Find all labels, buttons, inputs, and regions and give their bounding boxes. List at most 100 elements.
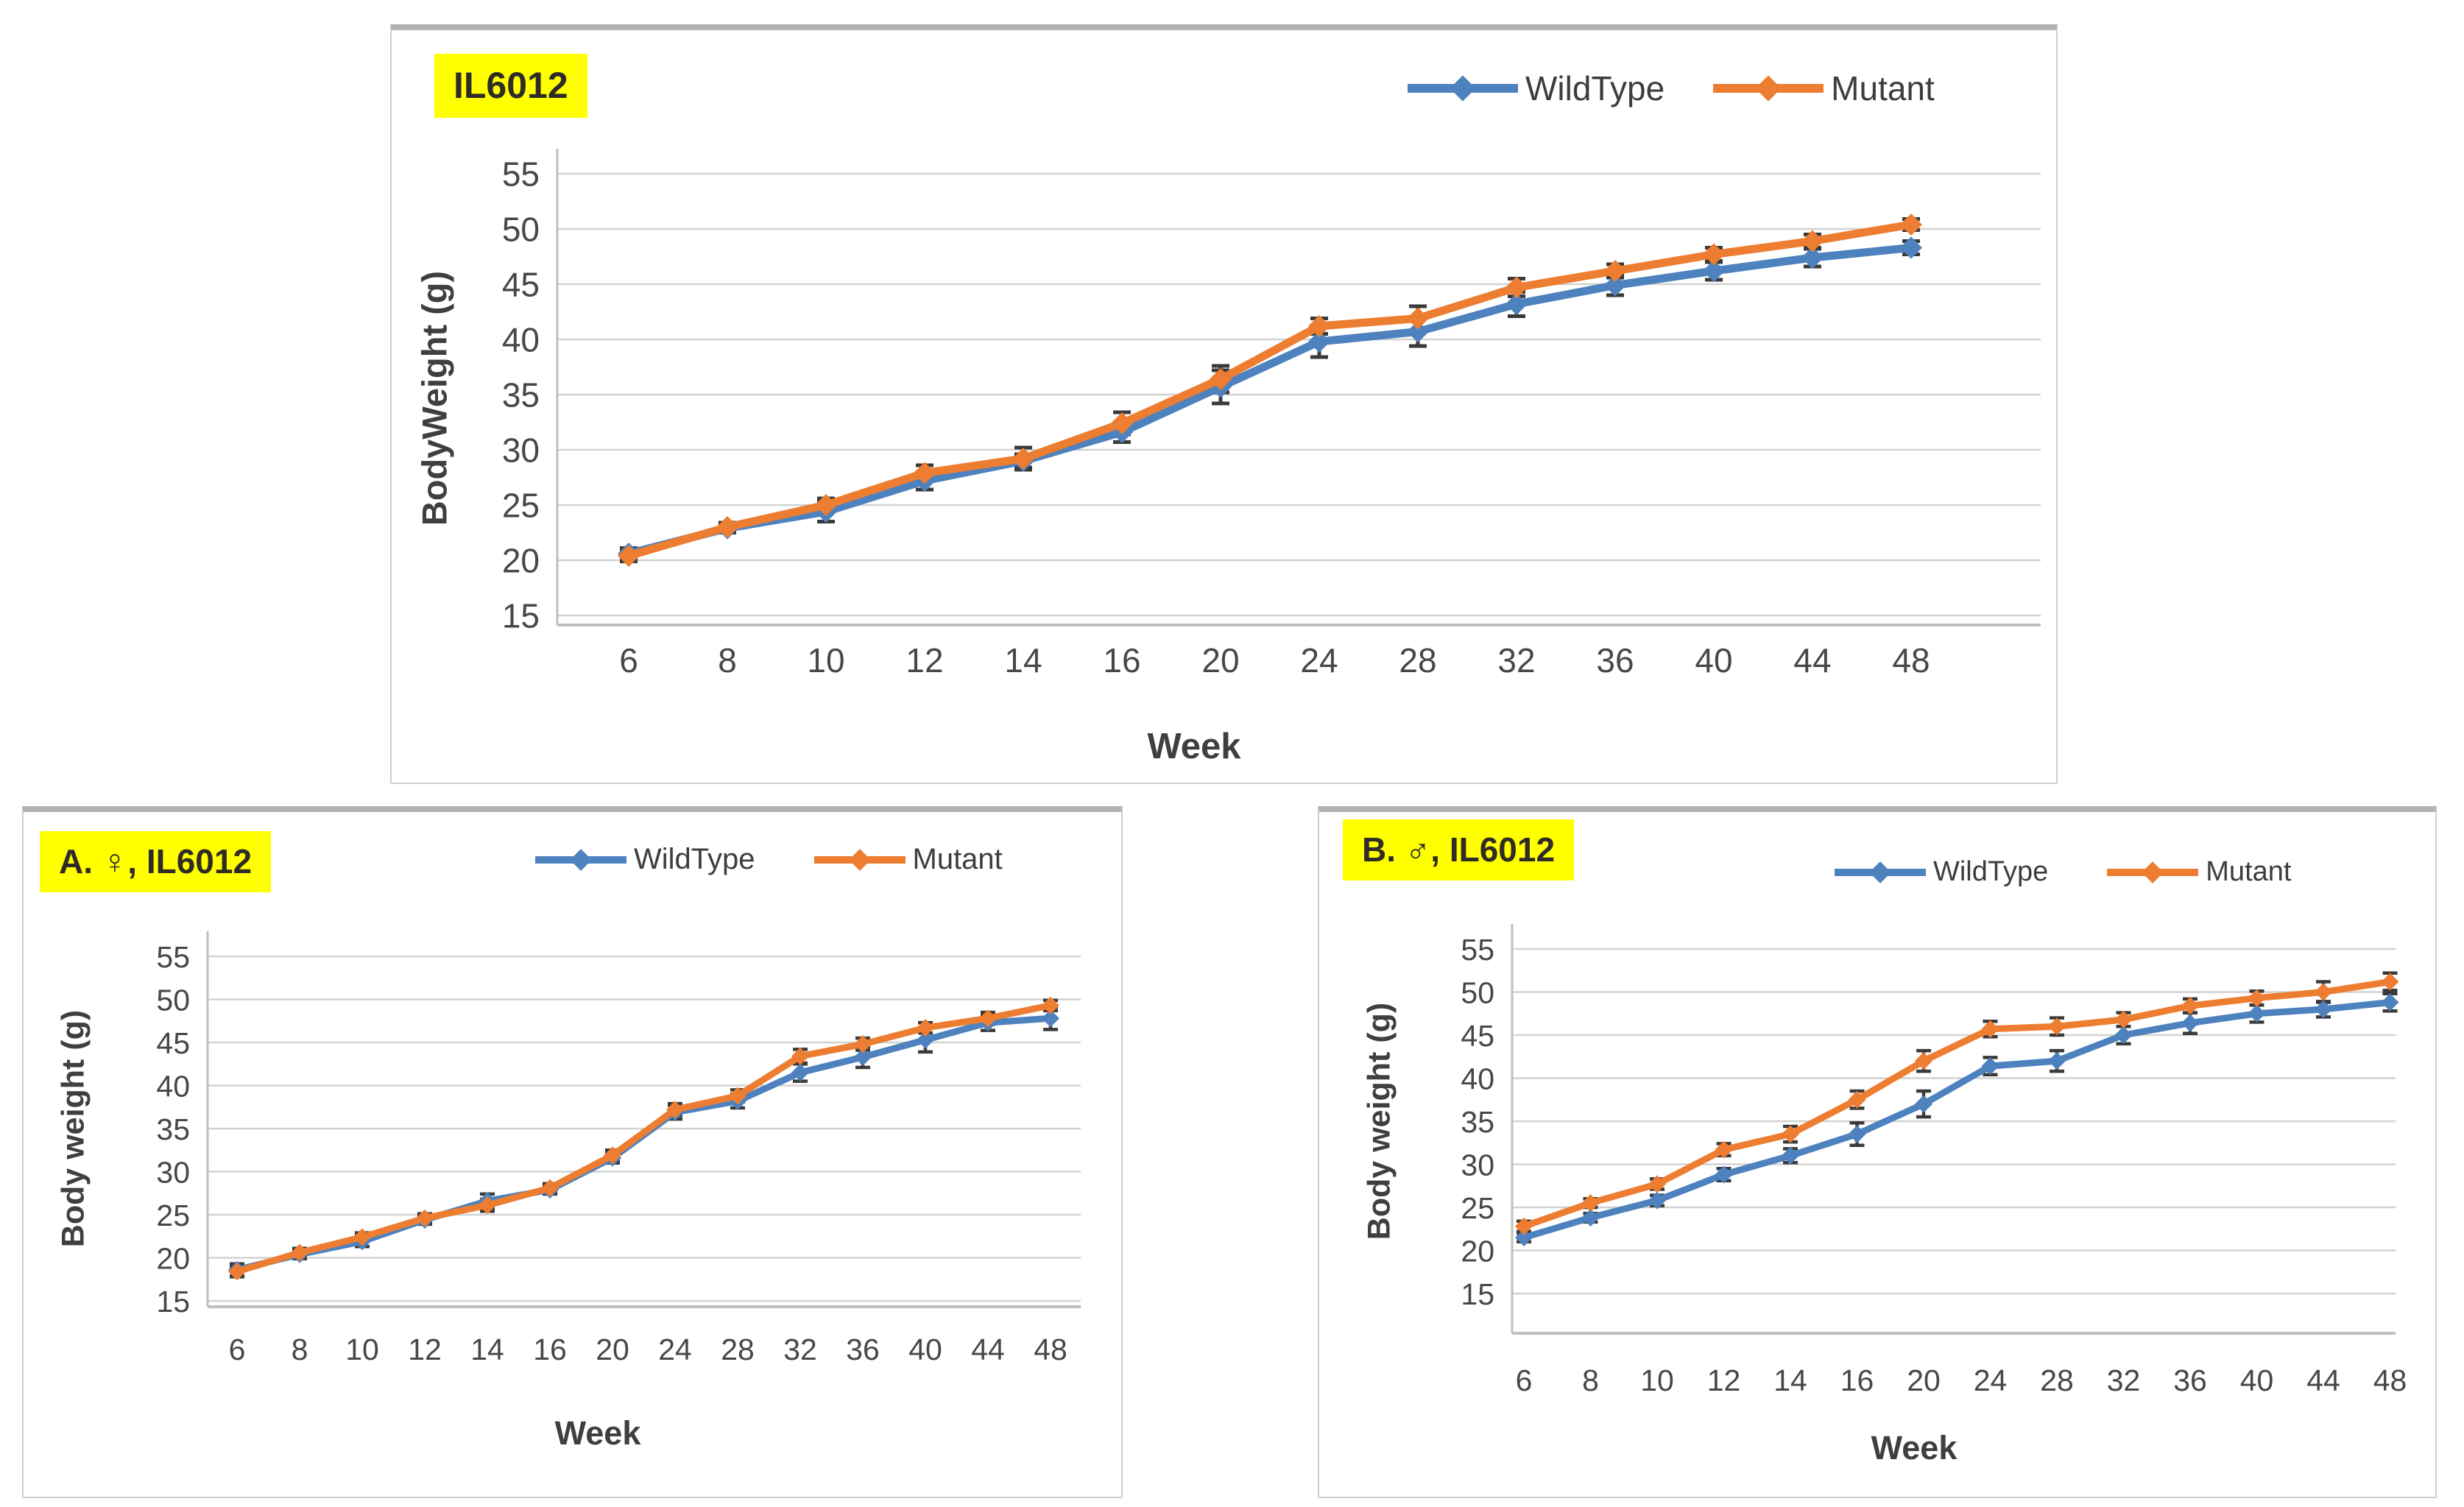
combined-chart-title: IL6012: [434, 54, 587, 118]
svg-text:14: 14: [1004, 641, 1042, 680]
svg-text:40: 40: [1695, 641, 1732, 680]
svg-text:50: 50: [1461, 975, 1494, 1009]
svg-text:48: 48: [2373, 1363, 2407, 1397]
female-plot-area: 15 20 25 30 35 40 45 50 55 6 8 10 12 14 16 20 24 28 32 36 40…: [156, 931, 1081, 1366]
svg-text:24: 24: [1974, 1363, 2008, 1397]
wildtype-line-marker-swatch: [535, 847, 626, 872]
svg-text:20: 20: [1201, 641, 1239, 680]
svg-text:14: 14: [1773, 1363, 1807, 1397]
female-y-axis-title: Body weight (g): [55, 1009, 91, 1248]
male-y-axis-title: Body weight (g): [1361, 1002, 1397, 1240]
svg-text:30: 30: [1461, 1148, 1494, 1182]
svg-text:36: 36: [1596, 641, 1634, 680]
svg-text:10: 10: [345, 1333, 379, 1366]
svg-text:14: 14: [470, 1333, 504, 1366]
svg-text:44: 44: [2306, 1363, 2340, 1397]
svg-text:16: 16: [1840, 1363, 1874, 1397]
svg-text:55: 55: [1461, 933, 1494, 967]
svg-text:44: 44: [971, 1333, 1005, 1366]
svg-text:15: 15: [1461, 1277, 1494, 1311]
svg-text:25: 25: [156, 1199, 190, 1232]
male-x-axis-title: Week: [1871, 1429, 1958, 1467]
svg-text:55: 55: [502, 155, 540, 194]
svg-text:25: 25: [502, 487, 540, 525]
svg-text:8: 8: [292, 1333, 308, 1366]
svg-text:35: 35: [1461, 1105, 1494, 1139]
svg-text:40: 40: [502, 321, 540, 359]
svg-text:45: 45: [1461, 1019, 1494, 1053]
mutant-line-marker-swatch: [813, 847, 906, 872]
svg-text:48: 48: [1034, 1333, 1067, 1366]
svg-text:40: 40: [908, 1333, 942, 1366]
svg-text:36: 36: [2173, 1363, 2207, 1397]
male-chart-title: B. ♂, IL6012: [1343, 819, 1575, 880]
svg-text:12: 12: [906, 641, 943, 680]
svg-text:24: 24: [1300, 641, 1338, 680]
svg-text:35: 35: [502, 376, 540, 414]
svg-text:44: 44: [1793, 641, 1831, 680]
female-legend: WildType Mutant: [535, 843, 1003, 876]
svg-text:28: 28: [2040, 1363, 2074, 1397]
svg-text:45: 45: [502, 266, 540, 304]
svg-text:50: 50: [502, 211, 540, 249]
combined-x-axis-title: Week: [1147, 727, 1241, 766]
svg-text:40: 40: [2240, 1363, 2274, 1397]
svg-text:36: 36: [846, 1333, 880, 1366]
svg-text:45: 45: [156, 1026, 190, 1060]
svg-text:20: 20: [156, 1241, 190, 1275]
legend-item-wildtype: WildType: [1835, 856, 2048, 888]
panel-male-chart: 15 20 25 30 35 40 45 50 55 6 8 10 12 14 16 20 24 28 32 36 40…: [1318, 806, 2437, 1498]
svg-text:28: 28: [1399, 641, 1436, 680]
female-x-axis-title: Week: [554, 1414, 641, 1452]
legend-label-wildtype: WildType: [634, 843, 755, 875]
svg-text:15: 15: [156, 1285, 190, 1319]
svg-text:20: 20: [1461, 1234, 1494, 1268]
legend-item-wildtype: WildType: [1408, 68, 1665, 108]
svg-text:8: 8: [1582, 1363, 1599, 1397]
svg-text:10: 10: [1640, 1363, 1674, 1397]
svg-text:20: 20: [502, 542, 540, 580]
mutant-line-marker-swatch: [1713, 75, 1824, 102]
svg-text:20: 20: [596, 1333, 629, 1366]
legend-label-mutant: Mutant: [1831, 69, 1935, 107]
legend-label-mutant: Mutant: [912, 843, 1003, 875]
svg-text:16: 16: [533, 1333, 567, 1366]
svg-text:24: 24: [658, 1333, 692, 1366]
legend-item-wildtype: WildType: [535, 843, 755, 876]
legend-label-mutant: Mutant: [2206, 856, 2292, 887]
panel-combined-chart: 15 20 25 30 35 40 45 50 55 6 8 10 12 14 16 20 24 28 32 36 40…: [390, 24, 2058, 784]
svg-text:16: 16: [1103, 641, 1140, 680]
female-chart-title: A. ♀, IL6012: [40, 831, 272, 892]
legend-item-mutant: Mutant: [813, 843, 1003, 876]
svg-text:55: 55: [156, 940, 190, 974]
svg-text:15: 15: [502, 597, 540, 635]
svg-text:25: 25: [1461, 1191, 1494, 1225]
wildtype-line-marker-swatch: [1835, 860, 1926, 885]
male-plot-area: 15 20 25 30 35 40 45 50 55 6 8 10 12 14 16 20 24 28 32 36 40…: [1461, 924, 2407, 1397]
svg-text:32: 32: [2107, 1363, 2141, 1397]
male-legend: WildType Mutant: [1835, 856, 2291, 888]
svg-text:40: 40: [1461, 1062, 1494, 1095]
svg-text:32: 32: [783, 1333, 817, 1366]
svg-text:10: 10: [807, 641, 844, 680]
wildtype-line-marker-swatch: [1408, 75, 1518, 102]
svg-text:32: 32: [1497, 641, 1535, 680]
svg-text:12: 12: [1707, 1363, 1741, 1397]
svg-text:48: 48: [1892, 641, 1930, 680]
svg-text:30: 30: [156, 1155, 190, 1189]
legend-label-wildtype: WildType: [1933, 856, 2049, 887]
legend-label-wildtype: WildType: [1525, 69, 1665, 107]
panel-female-chart: 15 20 25 30 35 40 45 50 55 6 8 10 12 14 16 20 24 28 32 36 40…: [22, 806, 1123, 1498]
svg-text:6: 6: [619, 641, 638, 680]
svg-text:30: 30: [502, 431, 540, 470]
mutant-line-marker-swatch: [2107, 860, 2199, 885]
svg-text:6: 6: [1516, 1363, 1533, 1397]
svg-text:50: 50: [156, 983, 190, 1017]
svg-text:40: 40: [156, 1069, 190, 1103]
svg-text:8: 8: [718, 641, 737, 680]
combined-plot-area: 15 20 25 30 35 40 45 50 55 6 8 10 12 14 16 20 24 28 32 36 40…: [502, 149, 2041, 680]
svg-text:6: 6: [229, 1333, 246, 1366]
svg-text:12: 12: [408, 1333, 442, 1366]
combined-legend: WildType Mutant: [1408, 68, 1935, 108]
